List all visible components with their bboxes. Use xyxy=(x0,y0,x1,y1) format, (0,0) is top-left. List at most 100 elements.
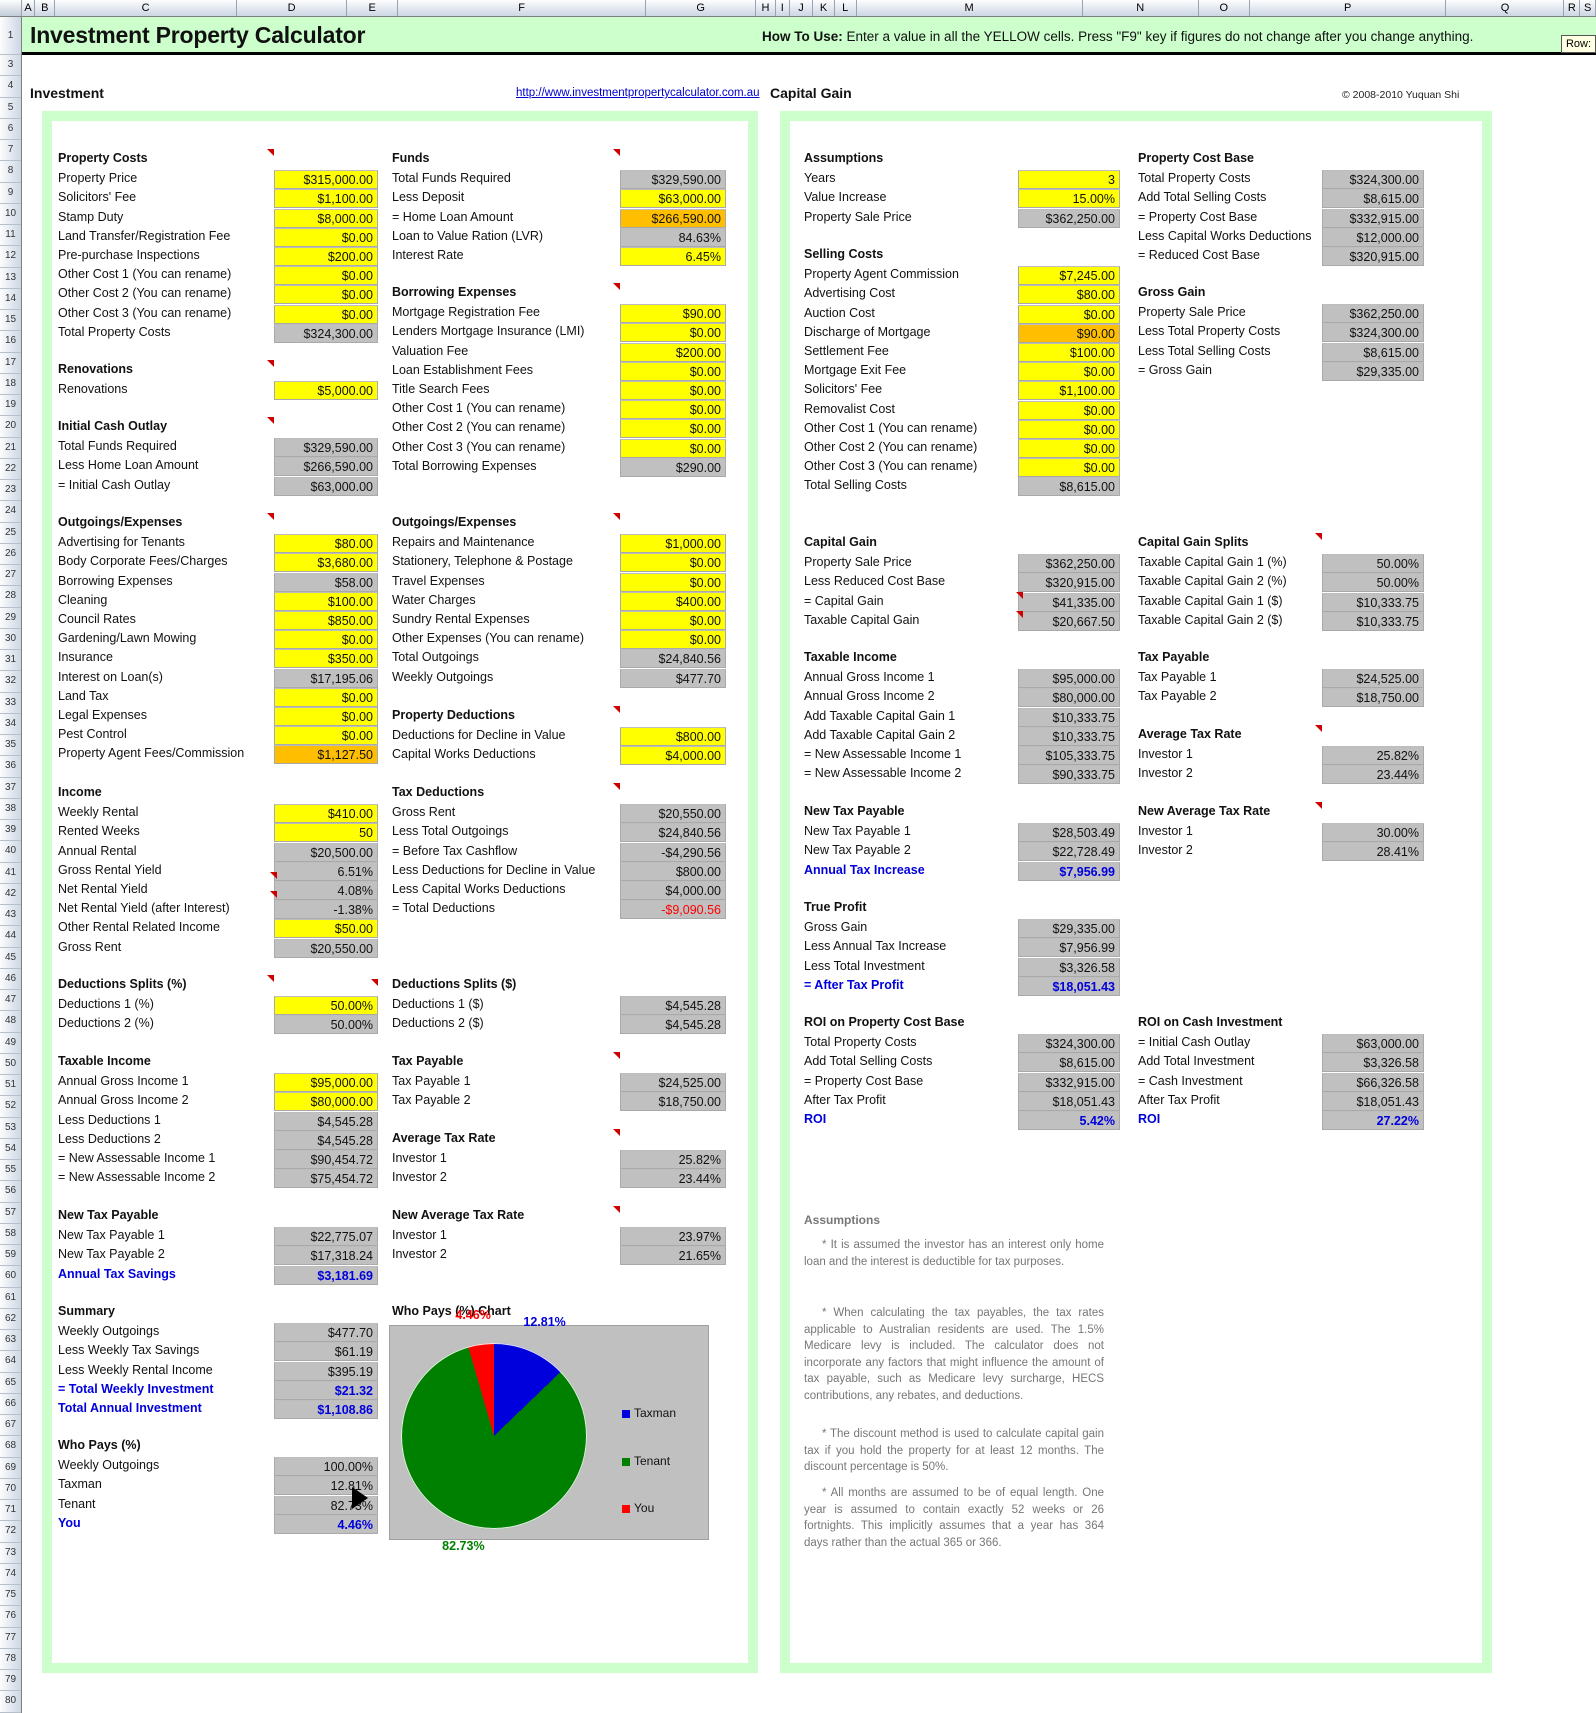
outgoings-a-value-4[interactable]: $850.00 xyxy=(274,611,378,630)
income-value-3[interactable]: 6.51% xyxy=(274,861,378,881)
column-header-i[interactable]: I xyxy=(775,0,790,16)
borrowing-expenses-value-3[interactable]: $0.00 xyxy=(620,361,726,381)
outgoings-a-value-7[interactable]: $17,195.06 xyxy=(274,668,378,688)
row-header-25[interactable]: 25 xyxy=(0,522,21,544)
row-header-7[interactable]: 7 xyxy=(0,140,21,162)
row-header-31[interactable]: 31 xyxy=(0,650,21,672)
property-costs-value-8[interactable]: $324,300.00 xyxy=(274,323,378,343)
initial-cash-outlay-value-0[interactable]: $329,590.00 xyxy=(274,438,378,458)
tax-payable-b-value-1[interactable]: $18,750.00 xyxy=(620,1092,726,1112)
row-header-44[interactable]: 44 xyxy=(0,926,21,948)
summary-value-4[interactable]: $1,108.86 xyxy=(274,1400,378,1419)
tax-deductions-value-1[interactable]: $24,840.56 xyxy=(620,823,726,843)
row-header-70[interactable]: 70 xyxy=(0,1478,21,1500)
deductions-splits-dollar-value-0[interactable]: $4,545.28 xyxy=(620,996,726,1016)
outgoings-a-value-2[interactable]: $58.00 xyxy=(274,572,378,592)
roi-property-cost-base-value-1[interactable]: $8,615.00 xyxy=(1018,1053,1120,1073)
row-header-47[interactable]: 47 xyxy=(0,990,21,1012)
tax-payable-b-value-0[interactable]: $24,525.00 xyxy=(620,1073,726,1093)
selling-costs-value-8[interactable]: $0.00 xyxy=(1018,419,1120,439)
new-tax-payable-c-value-1[interactable]: $22,728.49 xyxy=(1018,842,1120,862)
row-header-14[interactable]: 14 xyxy=(0,288,21,310)
income-value-0[interactable]: $410.00 xyxy=(274,804,378,824)
income-value-1[interactable]: 50 xyxy=(274,823,378,843)
borrowing-expenses-value-5[interactable]: $0.00 xyxy=(620,400,726,420)
true-profit-value-2[interactable]: $3,326.58 xyxy=(1018,957,1120,977)
column-header-s[interactable]: S xyxy=(1580,0,1596,16)
new-tax-payable-c-value-2[interactable]: $7,956.99 xyxy=(1018,861,1120,881)
row-header-12[interactable]: 12 xyxy=(0,246,21,268)
column-header-r[interactable]: R xyxy=(1564,0,1581,16)
row-header-40[interactable]: 40 xyxy=(0,841,21,863)
capital-gain-splits-value-2[interactable]: $10,333.75 xyxy=(1322,592,1424,612)
outgoings-b-value-5[interactable]: $0.00 xyxy=(620,630,726,650)
roi-cash-investment-value-1[interactable]: $3,326.58 xyxy=(1322,1053,1424,1073)
new-tax-payable-a-value-1[interactable]: $17,318.24 xyxy=(274,1246,378,1266)
tax-deductions-value-2[interactable]: -$4,290.56 xyxy=(620,842,726,862)
assumptions-c-value-2[interactable]: $362,250.00 xyxy=(1018,208,1120,228)
new-average-tax-rate-b-value-0[interactable]: 23.97% xyxy=(620,1227,726,1247)
summary-value-1[interactable]: $61.19 xyxy=(274,1342,378,1362)
assumptions-c-value-1[interactable]: 15.00% xyxy=(1018,189,1120,209)
new-tax-payable-a-value-2[interactable]: $3,181.69 xyxy=(274,1265,378,1285)
row-header-56[interactable]: 56 xyxy=(0,1181,21,1203)
column-header-e[interactable]: E xyxy=(347,0,399,16)
property-cost-base-value-1[interactable]: $8,615.00 xyxy=(1322,189,1424,209)
outgoings-a-value-0[interactable]: $80.00 xyxy=(274,534,378,554)
new-tax-payable-a-value-0[interactable]: $22,775.07 xyxy=(274,1227,378,1247)
selling-costs-value-9[interactable]: $0.00 xyxy=(1018,439,1120,458)
row-header-68[interactable]: 68 xyxy=(0,1436,21,1458)
column-header-j[interactable]: J xyxy=(789,0,814,16)
row-header-8[interactable]: 8 xyxy=(0,161,21,183)
funds-value-3[interactable]: 84.63% xyxy=(620,227,726,247)
row-header-bar[interactable]: 1 3 4 5 6 7 8 9 10 11 12 13 14 15 16 17 18 19 20 21 22 23 24 25… xyxy=(0,17,22,1713)
borrowing-expenses-value-7[interactable]: $0.00 xyxy=(620,438,726,458)
row-header-53[interactable]: 53 xyxy=(0,1117,21,1139)
capital-gain-splits-value-3[interactable]: $10,333.75 xyxy=(1322,611,1424,631)
average-tax-rate-d-value-1[interactable]: 23.44% xyxy=(1322,765,1424,785)
capital-gain-c-value-0[interactable]: $362,250.00 xyxy=(1018,554,1120,574)
selling-costs-value-1[interactable]: $80.00 xyxy=(1018,285,1120,305)
row-header-1[interactable]: 1 xyxy=(0,17,21,55)
property-costs-value-0[interactable]: $315,000.00 xyxy=(274,170,378,190)
column-header-c[interactable]: C xyxy=(55,0,238,16)
outgoings-b-value-4[interactable]: $0.00 xyxy=(620,611,726,630)
average-tax-rate-b-value-1[interactable]: 23.44% xyxy=(620,1169,726,1189)
row-header-21[interactable]: 21 xyxy=(0,437,21,459)
row-header-10[interactable]: 10 xyxy=(0,203,21,225)
gross-gain-value-3[interactable]: $29,335.00 xyxy=(1322,361,1424,381)
row-header-6[interactable]: 6 xyxy=(0,118,21,140)
row-header-27[interactable]: 27 xyxy=(0,565,21,587)
row-header-13[interactable]: 13 xyxy=(0,267,21,289)
property-costs-value-4[interactable]: $200.00 xyxy=(274,247,378,266)
row-header-5[interactable]: 5 xyxy=(0,97,21,119)
row-header-29[interactable]: 29 xyxy=(0,607,21,629)
row-header-76[interactable]: 76 xyxy=(0,1606,21,1628)
funds-value-0[interactable]: $329,590.00 xyxy=(620,170,726,190)
taxable-income-a-value-4[interactable]: $90,454.72 xyxy=(274,1150,378,1169)
selling-costs-value-6[interactable]: $1,100.00 xyxy=(1018,381,1120,401)
taxable-income-a-value-0[interactable]: $95,000.00 xyxy=(274,1073,378,1093)
outgoings-a-value-11[interactable]: $1,127.50 xyxy=(274,745,378,765)
roi-property-cost-base-value-2[interactable]: $332,915.00 xyxy=(1018,1072,1120,1092)
borrowing-expenses-value-6[interactable]: $0.00 xyxy=(620,419,726,439)
row-header-3[interactable]: 3 xyxy=(0,55,21,77)
row-header-4[interactable]: 4 xyxy=(0,76,21,98)
row-header-60[interactable]: 60 xyxy=(0,1266,21,1288)
row-header-65[interactable]: 65 xyxy=(0,1372,21,1394)
column-header-n[interactable]: N xyxy=(1082,0,1199,16)
row-header-36[interactable]: 36 xyxy=(0,756,21,778)
outgoings-a-value-1[interactable]: $3,680.00 xyxy=(274,553,378,573)
column-header-k[interactable]: K xyxy=(813,0,835,16)
funds-value-4[interactable]: 6.45% xyxy=(620,247,726,266)
outgoings-a-value-6[interactable]: $350.00 xyxy=(274,649,378,669)
roi-cash-investment-value-0[interactable]: $63,000.00 xyxy=(1322,1034,1424,1054)
property-costs-value-6[interactable]: $0.00 xyxy=(274,285,378,305)
initial-cash-outlay-value-1[interactable]: $266,590.00 xyxy=(274,457,378,477)
summary-value-2[interactable]: $395.19 xyxy=(274,1361,378,1381)
row-header-16[interactable]: 16 xyxy=(0,331,21,353)
taxable-income-c-value-5[interactable]: $90,333.75 xyxy=(1018,765,1120,785)
property-costs-value-7[interactable]: $0.00 xyxy=(274,304,378,324)
row-header-28[interactable]: 28 xyxy=(0,586,21,608)
row-header-22[interactable]: 22 xyxy=(0,458,21,480)
